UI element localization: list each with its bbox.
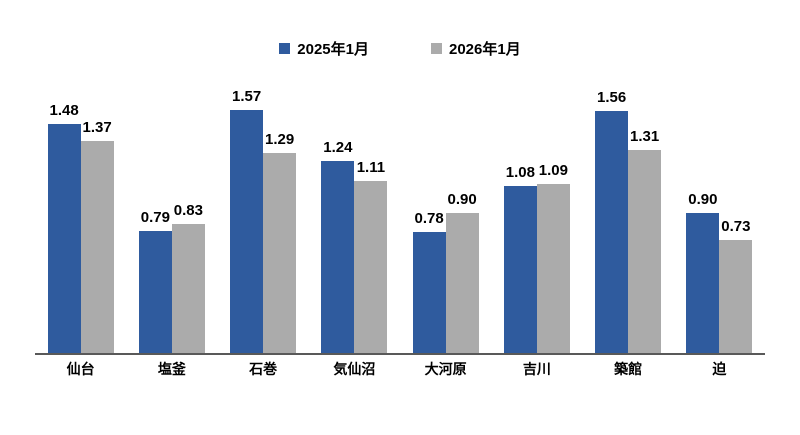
value-label: 1.29 [265, 131, 295, 148]
bar-group: 1.48 1.37 [35, 61, 126, 353]
plot-area: 1.48 1.37 0.79 0.83 1.57 1.29 1.24 1.11 0.78 0.90… [35, 61, 765, 355]
value-label: 0.90 [688, 191, 718, 208]
bar-column: 0.83 [171, 202, 205, 353]
bar-column: 1.56 [595, 89, 629, 353]
value-label: 0.90 [447, 191, 477, 208]
value-label: 1.11 [356, 159, 386, 176]
category-label: 塩釜 [157, 361, 186, 377]
bar-column: 1.37 [80, 119, 114, 353]
bar-group: 1.24 1.11 [309, 61, 400, 353]
value-label: 1.56 [597, 89, 627, 106]
bar-2025年1月 [321, 161, 355, 353]
chart-legend: 2025年1月 2026年1月 [0, 38, 800, 59]
category-label: 吉川 [522, 361, 551, 377]
bar-2026年1月 [445, 213, 479, 353]
bar-column: 1.24 [321, 139, 355, 353]
bar-2026年1月 [171, 224, 205, 353]
legend-label-2026: 2026年1月 [449, 41, 521, 58]
bar-column: 1.08 [503, 164, 537, 353]
category-label: 築館 [614, 361, 643, 377]
value-label: 1.31 [630, 128, 660, 145]
category-label: 仙台 [66, 361, 95, 377]
bar-column: 0.78 [412, 210, 446, 353]
value-label: 1.09 [538, 162, 568, 179]
legend-swatch-2025-icon [279, 43, 291, 54]
category-label: 大河原 [424, 361, 467, 377]
value-label: 1.08 [505, 164, 535, 181]
value-label: 0.73 [721, 218, 751, 235]
value-label: 1.37 [82, 119, 112, 136]
bar-2025年1月 [138, 231, 172, 353]
value-label: 0.78 [414, 210, 444, 227]
bar-column: 0.90 [686, 191, 720, 353]
bar-2026年1月 [628, 150, 662, 353]
bar-2025年1月 [503, 186, 537, 353]
category-label: 気仙沼 [333, 361, 376, 377]
bar-2025年1月 [595, 111, 629, 353]
value-label: 1.48 [49, 102, 79, 119]
bar-column: 1.29 [263, 131, 297, 353]
legend-swatch-2026-icon [431, 43, 442, 54]
bar-column: 0.90 [445, 191, 479, 353]
category-label: 石巻 [249, 361, 278, 377]
bar-group: 1.56 1.31 [583, 61, 674, 353]
bar-column: 1.11 [354, 159, 388, 353]
bar-2025年1月 [47, 124, 81, 353]
bar-2026年1月 [80, 141, 114, 353]
category-label: 迫 [712, 361, 727, 377]
bar-group: 1.57 1.29 [218, 61, 309, 353]
value-label: 1.57 [232, 88, 262, 105]
category-axis: 仙台 塩釜 石巻 気仙沼 大河原 吉川 築館 迫 [35, 359, 765, 379]
bar-2026年1月 [719, 240, 753, 353]
bar-2025年1月 [230, 110, 264, 353]
value-label: 0.83 [173, 202, 203, 219]
bar-column: 0.73 [719, 218, 753, 353]
bar-column: 1.57 [230, 88, 264, 353]
legend-item-2025: 2025年1月 [279, 38, 369, 59]
bar-group: 0.78 0.90 [400, 61, 491, 353]
bar-column: 1.48 [47, 102, 81, 353]
bar-2025年1月 [686, 213, 720, 353]
bar-2026年1月 [536, 184, 570, 353]
bar-group: 0.79 0.83 [126, 61, 217, 353]
value-label: 1.24 [323, 139, 353, 156]
bar-column: 0.79 [138, 209, 172, 353]
legend-item-2026: 2026年1月 [431, 38, 521, 59]
bar-group: 0.90 0.73 [674, 61, 765, 353]
bar-group: 1.08 1.09 [491, 61, 582, 353]
bar-column: 1.09 [536, 162, 570, 353]
bar-column: 1.31 [628, 128, 662, 353]
bar-2026年1月 [354, 181, 388, 353]
bar-2026年1月 [263, 153, 297, 353]
value-label: 0.79 [140, 209, 170, 226]
bar-2025年1月 [412, 232, 446, 353]
legend-label-2025: 2025年1月 [297, 41, 369, 58]
